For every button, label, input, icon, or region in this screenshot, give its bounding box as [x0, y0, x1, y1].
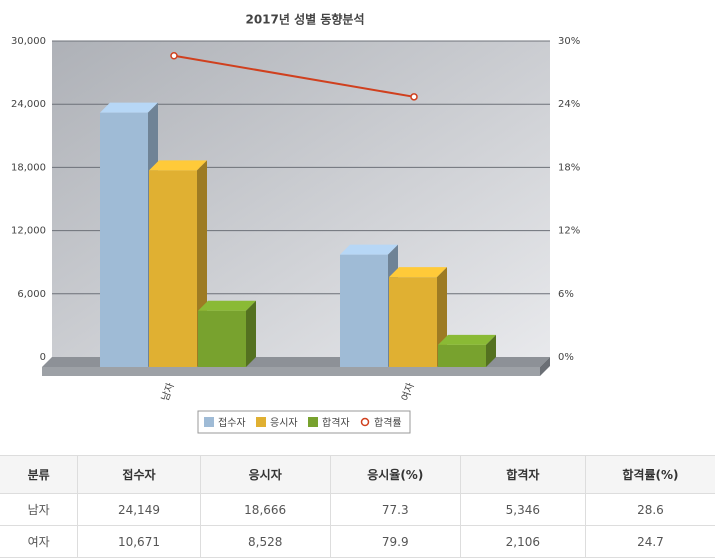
- bar: [340, 254, 388, 367]
- legend-box: [197, 410, 411, 434]
- line: [173, 54, 415, 98]
- legend-marker: [308, 417, 318, 427]
- floor-front: [42, 367, 540, 376]
- cell: 5,346: [459, 493, 586, 526]
- cell: 10,671: [77, 525, 201, 558]
- cell: 8,528: [199, 525, 331, 558]
- y-tick-label: 0: [40, 352, 46, 363]
- bar-top: [340, 244, 398, 255]
- chart: 2017년 성별 동향분석 0 6,000 12,000 18,000 24,000 30…: [11, 12, 580, 434]
- y-tick-label: 18,000: [11, 162, 46, 173]
- cell: 여자: [0, 525, 79, 558]
- bar-top: [438, 334, 496, 345]
- header-cell: 응시자: [199, 455, 331, 494]
- y2-tick-label: 30%: [558, 36, 580, 47]
- y2-tick-label: 18%: [558, 162, 580, 173]
- cell: 24,149: [77, 493, 201, 526]
- data-table: 분류 접수자 응시자 응시율(%) 합격자 합격률(%) 남자 24,149 18,666 77.…: [0, 455, 715, 558]
- y2-tick-label: 6%: [558, 289, 574, 300]
- cell: 79.9: [329, 525, 461, 558]
- y-tick-label: 30,000: [11, 36, 46, 47]
- header-row: 분류 접수자 응시자 응시율(%) 합격자 합격률(%): [0, 455, 715, 494]
- bar: [438, 344, 486, 367]
- bar-top: [198, 300, 256, 311]
- legend-marker: [360, 417, 370, 427]
- bar-side: [486, 334, 496, 367]
- cell: 18,666: [199, 493, 331, 526]
- bar: [149, 170, 197, 367]
- cell: 2,106: [459, 525, 586, 558]
- legend-marker: [256, 417, 266, 427]
- cell: 24.7: [584, 525, 715, 558]
- legend-label: 합격자: [322, 416, 350, 429]
- row: 남자 24,149 18,666 77.3 5,346 28.6: [0, 493, 715, 526]
- y-tick-label: 24,000: [11, 99, 46, 110]
- cell: 77.3: [329, 493, 461, 526]
- bar-top: [389, 267, 447, 278]
- legend-label: 접수자: [218, 417, 246, 429]
- legend-label: 합격률: [374, 416, 402, 429]
- y2-tick-label: 24%: [558, 99, 580, 110]
- y2-tick-label: 12%: [558, 226, 580, 237]
- header-cell: 분류: [0, 455, 79, 494]
- chart-title: 2017년 성별 동향분석: [245, 12, 364, 27]
- header-cell: 접수자: [77, 455, 201, 494]
- bar-side: [246, 300, 256, 367]
- cell: 28.6: [584, 493, 715, 526]
- line-point: [410, 93, 418, 101]
- bar: [198, 310, 246, 367]
- floor-side: [540, 357, 550, 376]
- cell: 남자: [0, 493, 79, 526]
- legend-label: 응시자: [270, 417, 298, 429]
- header-cell: 응시율(%): [329, 455, 461, 494]
- legend-marker: [204, 417, 214, 427]
- y-tick-label: 6,000: [17, 289, 46, 300]
- y2-tick-label: 0%: [558, 352, 574, 363]
- header-cell: 합격자: [459, 455, 586, 494]
- bar: [389, 277, 437, 367]
- bar-top: [149, 160, 207, 171]
- line-point: [170, 51, 178, 60]
- y-tick-label: 12,000: [11, 226, 46, 237]
- x-tick-label: 남자: [159, 381, 177, 402]
- row: 여자 10,671 8,528 79.9 2,106 24.7: [0, 525, 715, 558]
- bar-top: [100, 102, 158, 113]
- x-tick-label: 여자: [399, 381, 417, 402]
- header-cell: 합격률(%): [584, 455, 715, 494]
- bar: [100, 112, 148, 368]
